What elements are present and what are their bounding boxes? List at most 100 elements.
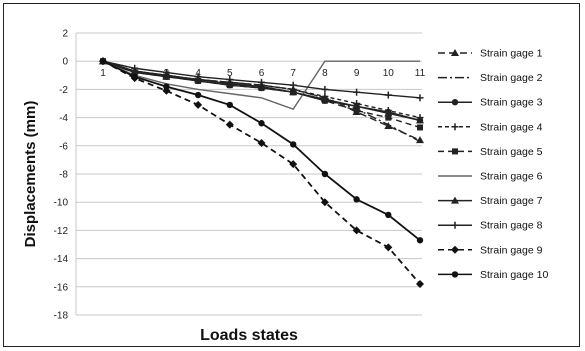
legend-label: Strain gage 8: [480, 220, 543, 232]
x-axis-label: Loads states: [200, 327, 298, 344]
data-point-series-10: [131, 73, 138, 80]
legend-entry: Strain gage 5: [438, 146, 543, 158]
data-point-series-10: [99, 58, 107, 65]
gridlines: [75, 32, 422, 316]
data-point-series-10: [353, 196, 360, 203]
y-tick-label: -2: [59, 85, 68, 96]
data-point-series-9: [289, 160, 298, 169]
legend-marker: [451, 123, 459, 131]
legend-label: Strain gage 7: [480, 195, 543, 207]
legend-entry: Strain gage 6: [438, 171, 543, 183]
y-tick-label: -18: [54, 311, 69, 322]
series-markers: [99, 57, 424, 288]
series-line-4: [102, 60, 421, 119]
legend-marker: [452, 148, 458, 155]
legend-label: Strain gage 3: [480, 97, 543, 109]
legend-entry: Strain gage 4: [438, 121, 543, 133]
y-tick-label: -12: [54, 226, 69, 237]
legend-label: Strain gage 9: [480, 244, 543, 256]
legend-label: Strain gage 1: [480, 48, 543, 60]
data-point-series-10: [290, 141, 297, 148]
data-point-series-8: [384, 91, 392, 99]
data-point-series-8: [131, 64, 139, 72]
data-point-series-9: [194, 100, 203, 109]
data-point-series-7: [225, 79, 234, 87]
legend-entry: Strain gage 9: [438, 244, 543, 256]
data-point-series-8: [353, 88, 361, 96]
data-point-series-7: [384, 109, 393, 117]
data-point-series-10: [321, 170, 329, 178]
legend-marker: [451, 99, 459, 106]
y-tick-label: 2: [62, 29, 68, 40]
data-point-series-7: [257, 82, 266, 90]
legend-marker: [451, 196, 459, 204]
x-tick-label: 11: [415, 68, 426, 79]
legend-entry: Strain gage 3: [438, 97, 543, 109]
data-point-series-7: [289, 88, 298, 96]
y-axis-label: Displacements (mm): [22, 101, 39, 248]
data-point-series-9: [320, 198, 329, 207]
legend-entry: Strain gage 8: [438, 220, 543, 232]
data-point-series-8: [194, 73, 202, 81]
data-point-series-10: [258, 120, 265, 127]
legend-marker: [451, 271, 459, 278]
x-tick-label: 5: [227, 68, 233, 79]
legend-marker: [451, 245, 459, 254]
data-point-series-9: [416, 279, 424, 288]
data-point-series-1: [384, 122, 393, 130]
legend-label: Strain gage 2: [480, 72, 543, 84]
legend-marker: [451, 49, 459, 56]
data-point-series-10: [163, 83, 170, 90]
data-point-series-9: [257, 138, 266, 147]
data-point-series-9: [225, 120, 234, 129]
y-tick-label: 0: [62, 57, 68, 68]
data-point-series-9: [384, 243, 393, 252]
chart-frame: [3, 3, 580, 347]
legend-label: Strain gage 5: [480, 146, 543, 158]
x-tick-label: 9: [354, 68, 360, 79]
legend-label: Strain gage 10: [480, 269, 548, 281]
data-point-series-8: [162, 68, 170, 76]
legend-entry: Strain gage 1: [438, 48, 543, 60]
data-point-series-7: [416, 116, 424, 124]
data-point-series-10: [416, 237, 424, 244]
series-line-6: [102, 60, 420, 110]
y-tick-label: -4: [59, 113, 68, 124]
x-tick-label: 7: [290, 68, 296, 79]
data-point-series-8: [258, 78, 265, 86]
series-lines: [102, 60, 421, 285]
data-point-series-5: [353, 107, 360, 114]
data-point-series-10: [385, 211, 392, 219]
x-tick-label: 10: [383, 68, 395, 79]
x-tick-label: 6: [259, 68, 265, 79]
data-point-series-8: [416, 94, 424, 102]
y-tick-label: -14: [54, 254, 69, 265]
data-point-series-10: [194, 91, 202, 99]
legend-entry: Strain gage 10: [438, 269, 548, 281]
data-point-series-7: [320, 95, 329, 103]
data-point-series-5: [385, 114, 392, 121]
data-point-series-10: [226, 101, 233, 109]
x-tick-label: 1: [100, 68, 106, 79]
data-point-series-5: [417, 124, 423, 131]
data-point-series-8: [321, 85, 329, 93]
legend-label: Strain gage 6: [480, 171, 543, 183]
legend-entry: Strain gage 2: [438, 72, 543, 84]
data-point-series-8: [226, 76, 234, 84]
y-tick-labels: 2 0 -2 -4 -6 -8 -10 -12 -14 -16 -18: [54, 29, 69, 322]
series-line-9: [102, 60, 421, 285]
data-point-series-1: [416, 136, 424, 144]
y-tick-label: -6: [59, 141, 68, 152]
y-tick-label: -10: [54, 198, 69, 209]
x-tick-label: 8: [322, 68, 328, 79]
data-point-series-9: [352, 226, 361, 235]
y-tick-label: -16: [54, 282, 69, 293]
legend-label: Strain gage 4: [480, 121, 543, 133]
data-point-series-7: [352, 102, 361, 110]
data-point-series-8: [289, 81, 297, 89]
legend: Strain gage 1 Strain gage 2 Strain gage 3 S…: [438, 48, 548, 281]
legend-marker: [451, 221, 459, 229]
y-tick-label: -8: [59, 170, 68, 181]
legend-entry: Strain gage 7: [438, 195, 543, 207]
